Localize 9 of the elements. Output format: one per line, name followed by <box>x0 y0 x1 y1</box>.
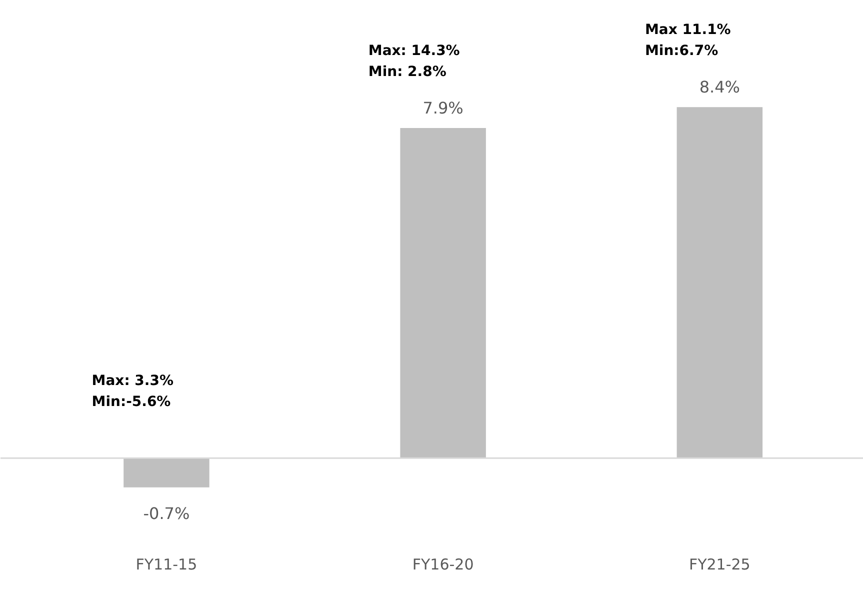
data-label: 7.9% <box>422 98 464 118</box>
text: Max: 14.3% Min: 2.8% <box>368 43 460 80</box>
data-label: 8.4% <box>699 78 740 97</box>
x-tick-label: FY11-15 <box>136 556 198 574</box>
data-label: -0.7% <box>143 504 190 524</box>
annotation: Max: 3.3% Min:-5.6% <box>92 373 174 410</box>
text: Max 11.1% Min:6.7% <box>644 22 731 60</box>
x-tick-label: FY16-20 <box>412 556 474 574</box>
x-tick-label: FY21-25 <box>688 556 750 574</box>
